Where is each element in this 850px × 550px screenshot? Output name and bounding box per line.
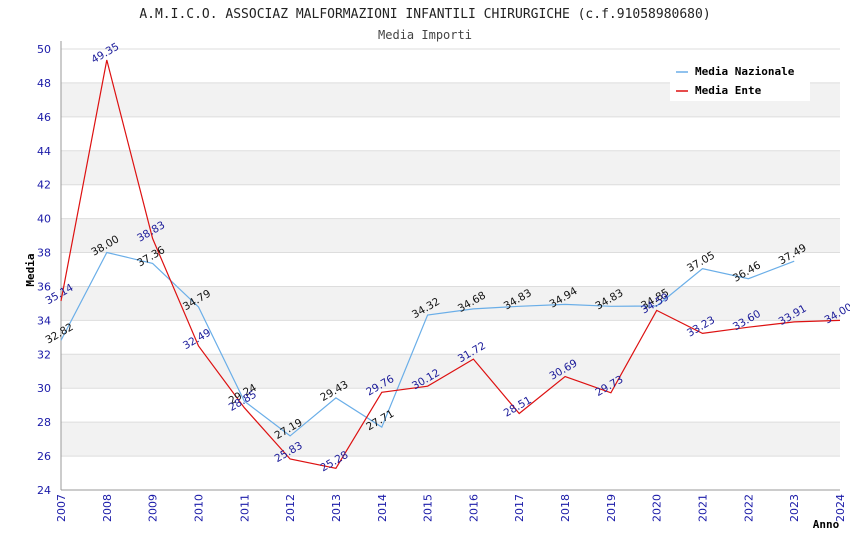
x-tick-label: 2018 xyxy=(559,494,572,522)
grid-band xyxy=(61,184,840,219)
grid-band xyxy=(61,388,840,423)
x-tick-label: 2021 xyxy=(697,494,710,522)
y-tick-label: 48 xyxy=(37,77,51,90)
series-line-media-ente xyxy=(60,59,841,469)
x-tick-label: 2020 xyxy=(651,494,664,522)
axes xyxy=(60,41,840,491)
grid-band xyxy=(61,354,840,389)
chart-subtitle: Media Importi xyxy=(378,28,472,42)
x-tick-label: 2023 xyxy=(788,494,801,522)
x-tick-labels: 2007 2008 2009 2010 2011 2012 2013 2014 2015 2016… xyxy=(55,494,847,522)
plot-background-bands xyxy=(61,49,840,490)
y-tick-label: 28 xyxy=(37,416,51,429)
grid-band xyxy=(61,286,840,321)
x-tick-label: 2016 xyxy=(467,494,480,522)
y-tick-label: 46 xyxy=(37,111,51,124)
grid-band xyxy=(61,252,840,287)
series-lines xyxy=(60,59,841,469)
grid-lines xyxy=(61,48,840,491)
chart-title: A.M.I.C.O. ASSOCIAZ MALFORMAZIONI INFANT… xyxy=(139,7,710,22)
y-tick-label: 36 xyxy=(37,280,51,293)
x-tick-label: 2010 xyxy=(192,494,205,522)
grid-band xyxy=(61,150,840,185)
x-tick-label: 2017 xyxy=(513,494,526,522)
grid-band xyxy=(61,218,840,253)
grid-band xyxy=(61,422,840,457)
y-tick-label: 26 xyxy=(37,450,51,463)
x-tick-label: 2024 xyxy=(834,494,847,522)
y-tick-label: 32 xyxy=(37,348,51,361)
legend-label-media-nazionale: Media Nazionale xyxy=(695,65,795,78)
y-tick-label: 44 xyxy=(37,145,51,158)
x-tick-label: 2022 xyxy=(742,494,755,522)
y-tick-label: 42 xyxy=(37,179,51,192)
x-tick-label: 2019 xyxy=(605,494,618,522)
x-tick-label: 2013 xyxy=(330,494,343,522)
y-tick-label: 24 xyxy=(37,484,51,497)
grid-band xyxy=(61,456,840,490)
grid-band xyxy=(61,320,840,355)
x-tick-label: 2014 xyxy=(376,494,389,522)
y-tick-label: 34 xyxy=(37,314,51,327)
legend-label-media-ente: Media Ente xyxy=(695,84,762,97)
y-axis-label: Media xyxy=(24,253,37,286)
y-tick-labels: 24 26 28 30 32 34 36 38 40 42 44 46 48 50 xyxy=(37,43,51,497)
x-tick-label: 2009 xyxy=(147,494,160,522)
x-tick-label: 2015 xyxy=(422,494,435,522)
x-tick-label: 2008 xyxy=(101,494,114,522)
grid-band xyxy=(61,116,840,151)
y-tick-label: 38 xyxy=(37,247,51,260)
y-tick-label: 50 xyxy=(37,43,51,56)
y-tick-label: 40 xyxy=(37,213,51,226)
x-tick-label: 2012 xyxy=(284,494,297,522)
series-line-media-nazionale xyxy=(60,251,795,437)
legend: Media Nazionale Media Ente xyxy=(670,60,810,101)
y-tick-label: 30 xyxy=(37,382,51,395)
legend-background xyxy=(670,60,810,101)
x-axis-label: Anno xyxy=(813,518,840,531)
x-tick-label: 2007 xyxy=(55,494,68,522)
x-tick-label: 2011 xyxy=(238,494,251,522)
